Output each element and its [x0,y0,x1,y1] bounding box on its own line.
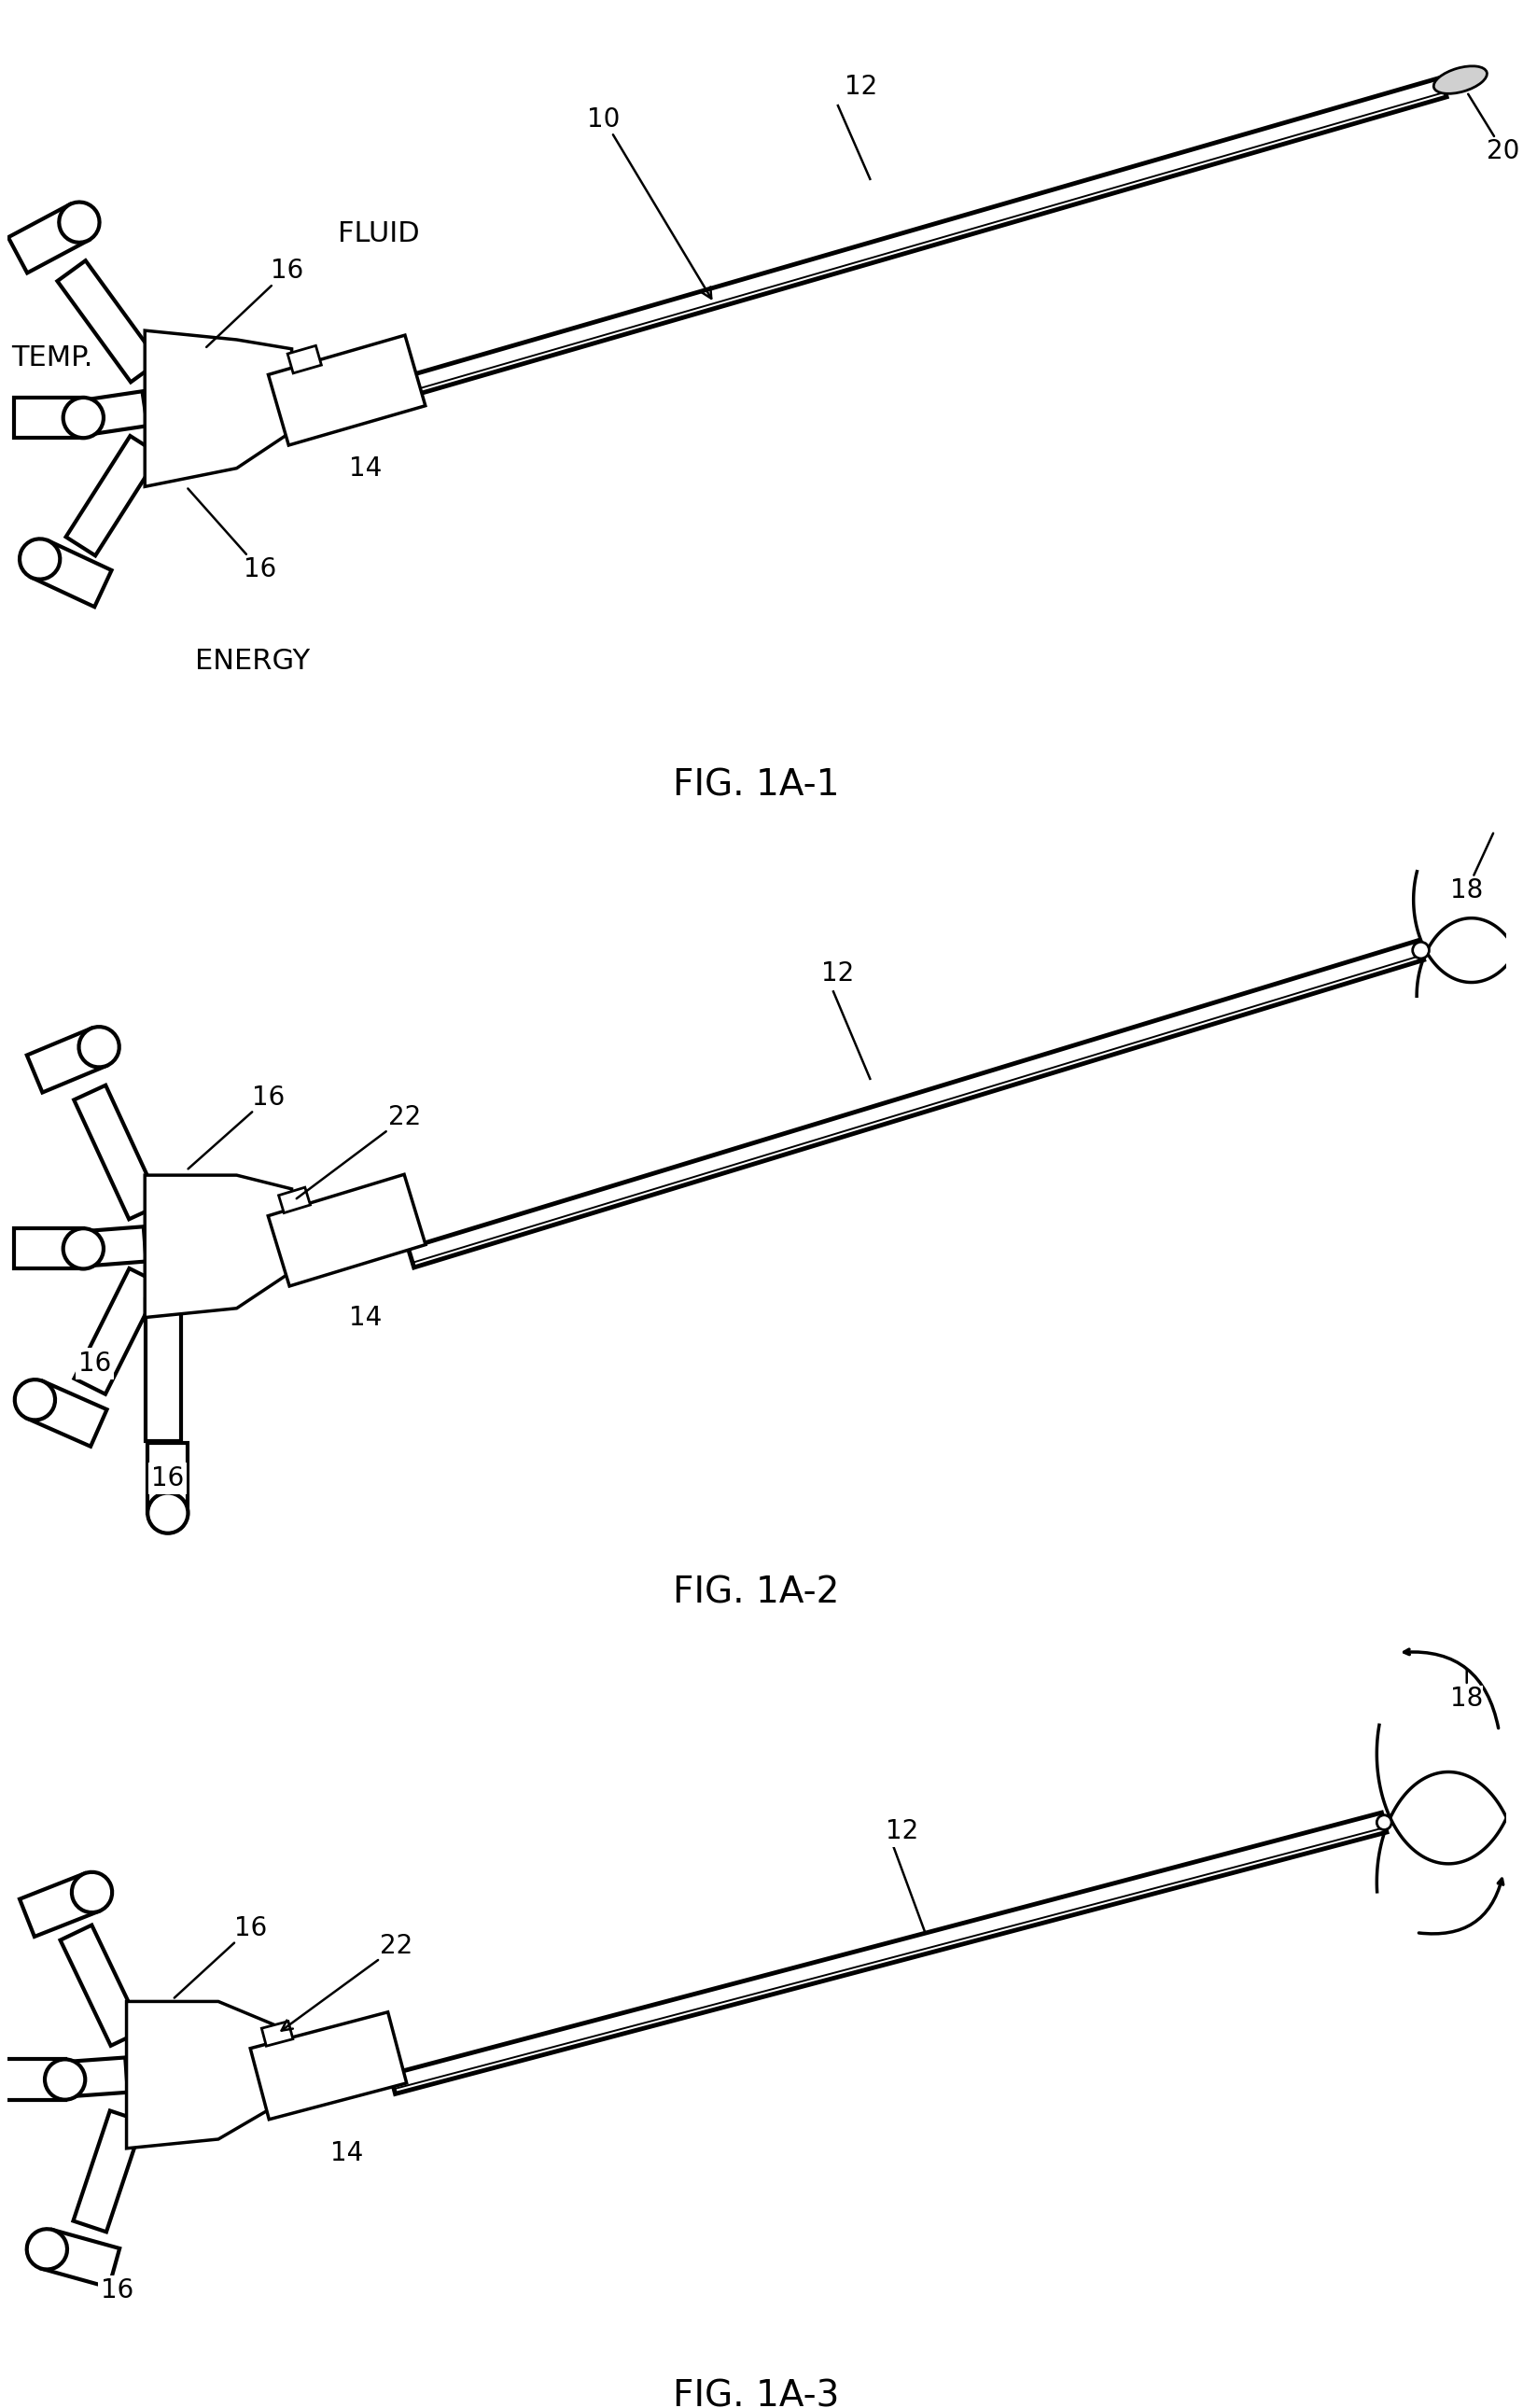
Text: TEMP.: TEMP. [12,344,93,371]
Polygon shape [145,1175,291,1317]
Polygon shape [268,1175,425,1286]
Ellipse shape [62,397,104,438]
Ellipse shape [44,2059,85,2100]
Text: 18: 18 [1450,833,1493,903]
Ellipse shape [15,1380,55,1421]
Ellipse shape [72,1871,113,1912]
Text: 16: 16 [206,258,303,347]
Polygon shape [146,1300,181,1442]
Polygon shape [408,77,1445,395]
Text: 16: 16 [187,1084,285,1168]
Ellipse shape [1433,65,1486,94]
Polygon shape [58,260,158,383]
Ellipse shape [1412,942,1429,958]
Polygon shape [27,1028,107,1093]
Text: 10: 10 [586,106,711,299]
Text: 14: 14 [330,2141,362,2167]
Ellipse shape [27,2230,67,2268]
Polygon shape [61,1924,142,2047]
Polygon shape [73,2112,143,2232]
Polygon shape [84,1226,146,1267]
Text: 20: 20 [1467,94,1518,164]
Text: 16: 16 [187,489,276,583]
Text: 12: 12 [885,1818,918,1845]
Polygon shape [145,330,291,486]
Text: 12: 12 [821,961,854,987]
Polygon shape [268,335,425,445]
Text: ENERGY: ENERGY [195,648,311,674]
Ellipse shape [148,1493,187,1534]
Text: 12: 12 [844,75,877,101]
Polygon shape [14,397,84,438]
Polygon shape [27,1382,107,1447]
Polygon shape [75,1269,160,1394]
Polygon shape [126,2001,273,2148]
Text: 14: 14 [349,1305,381,1332]
Polygon shape [41,2230,119,2288]
Polygon shape [81,393,148,436]
Polygon shape [32,542,111,607]
Polygon shape [279,1187,311,1214]
Polygon shape [250,2013,407,2119]
Text: FLUID: FLUID [338,222,419,248]
Polygon shape [8,205,88,272]
Polygon shape [148,1442,187,1512]
Polygon shape [61,2056,128,2097]
Text: 16: 16 [174,1914,267,1999]
Ellipse shape [20,539,59,580]
Polygon shape [75,1086,160,1218]
Text: 22: 22 [282,1934,413,2030]
Polygon shape [65,436,160,556]
Text: 16: 16 [151,1464,184,1491]
Ellipse shape [1375,1816,1390,1830]
Polygon shape [20,1873,99,1936]
Text: 18: 18 [1450,1669,1482,1712]
Text: 16: 16 [78,1351,111,1377]
Text: 16: 16 [101,2278,134,2304]
Polygon shape [408,942,1422,1267]
Text: 22: 22 [297,1105,420,1199]
Text: 14: 14 [349,455,381,482]
Ellipse shape [62,1228,104,1269]
Polygon shape [0,2059,65,2100]
Polygon shape [288,347,321,373]
Text: FIG. 1A-3: FIG. 1A-3 [673,2379,839,2408]
Polygon shape [390,1813,1386,2095]
Polygon shape [262,2020,292,2047]
Ellipse shape [59,202,99,243]
Text: FIG. 1A-2: FIG. 1A-2 [673,1575,839,1611]
Polygon shape [14,1228,84,1269]
Text: FIG. 1A-1: FIG. 1A-1 [673,768,839,802]
Ellipse shape [79,1026,119,1067]
